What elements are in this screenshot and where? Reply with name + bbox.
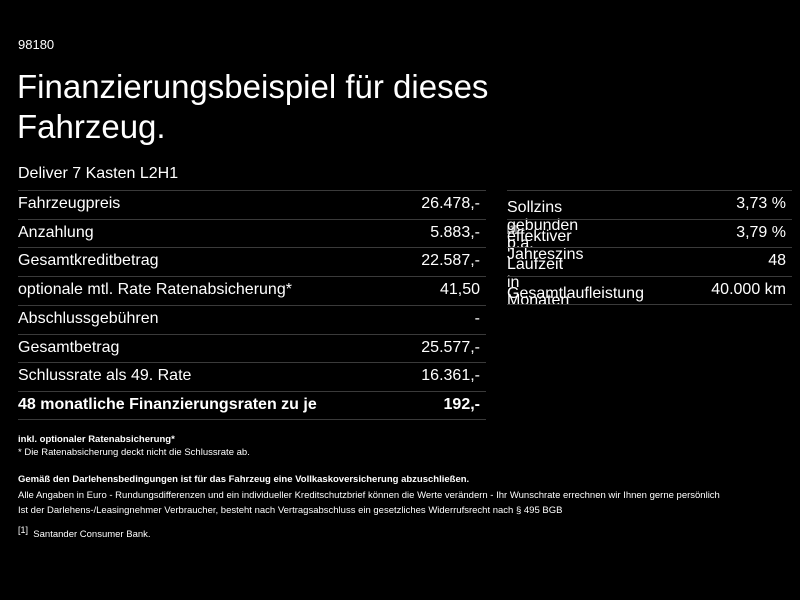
row-label: Gesamtbetrag: [18, 338, 120, 356]
table-row: 48 monatliche Finanzierungsraten zu je 19…: [18, 390, 486, 420]
row-label: Gesamtlaufleistung: [507, 285, 644, 303]
title: Fahrzeug.: [17, 108, 166, 145]
table-row: Gesamtbetrag 25.577,-: [18, 333, 486, 363]
footnote: * Die Ratenabsicherung deckt nicht die S…: [18, 447, 250, 458]
row-label-wrap: effektiver Jahreszins [1]: [507, 223, 583, 263]
row-label: Fahrzeugpreis: [18, 195, 121, 212]
row-label: Anzahlung: [18, 223, 94, 241]
table-row: Laufzeit in Monaten 48: [507, 247, 792, 309]
row-value: 25.577,-: [421, 338, 480, 356]
table-row: effektiver Jahreszins [1] 3,79 %: [507, 218, 792, 263]
row-label: 48 monatliche Finanzierungsraten zu je: [18, 395, 317, 413]
code: 98180: [18, 37, 55, 52]
row-value: 26.478,-: [421, 195, 480, 212]
table-row: Anzahlung 5.883,-: [18, 218, 486, 248]
table-row: Sollzins gebunden p.a. 3,73 %: [507, 190, 792, 252]
row-value: 16.361,-: [421, 367, 480, 385]
row-label: Abschlussgebühren: [18, 309, 159, 327]
row-label: effektiver Jahreszins: [507, 227, 584, 263]
row-value: 192,-: [443, 395, 480, 413]
table-row: Gesamtkreditbetrag 22.587,-: [18, 247, 486, 276]
footnote: Gemäß den Darlehensbedingungen ist für d…: [18, 474, 470, 485]
row-value: 40.000 km: [711, 281, 786, 299]
row-value: -: [474, 309, 480, 327]
table-row: Fahrzeugpreis 26.478,-: [18, 190, 486, 219]
row-label: optionale mtl. Rate Ratenabsicherung*: [18, 281, 292, 299]
row-value: 3,79 %: [736, 223, 786, 241]
footnote-mark: [1]: [507, 223, 518, 234]
row-label: Gesamtkreditbetrag: [18, 252, 159, 270]
table-row: Abschlussgebühren -: [18, 304, 486, 334]
table-row: Schlussrate als 49. Rate 16.361,-: [18, 362, 486, 391]
title: Finanzierungsbeispiel für dieses: [17, 68, 489, 105]
footnote-mark: [1]: [18, 525, 29, 535]
row-value: 41,50: [439, 281, 480, 299]
footnote: Santander Consumer Bank.: [33, 529, 151, 541]
footnote: Ist der Darlehens-/Leasingnehmer Verbrau…: [18, 505, 563, 516]
row-value: 22.587,-: [421, 252, 480, 270]
row-value: 5.883,-: [430, 223, 480, 241]
row-value: 3,73 %: [736, 195, 786, 212]
footnote: [1] Santander Consumer Bank.: [18, 525, 151, 540]
footnote: inkl. optionaler Ratenabsicherung*: [18, 434, 175, 445]
footnote: Alle Angaben in Euro - Rundungsdifferenz…: [18, 490, 720, 501]
row-value: 48: [768, 252, 786, 270]
row-label: Schlussrate als 49. Rate: [18, 367, 192, 385]
row-label: Laufzeit in Monaten: [507, 256, 570, 310]
table-row: Gesamtlaufleistung 40.000 km: [507, 276, 792, 305]
subtitle: Deliver 7 Kasten L2H1: [18, 165, 179, 182]
table-row: optionale mtl. Rate Ratenabsicherung* 41,…: [18, 276, 486, 305]
